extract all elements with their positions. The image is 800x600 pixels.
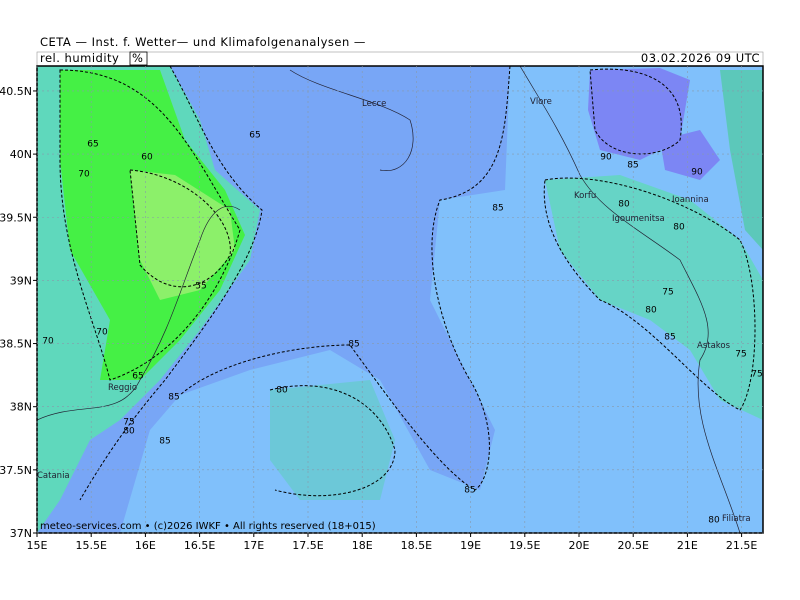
contour-label: 55 [195, 282, 206, 292]
place-name: Catania [37, 471, 70, 481]
contour-label: 85 [168, 393, 179, 403]
axes: 15E 15.5E 16E 16.5E 17E 17.5E 18E 18.5E 19E 19.5E… [0, 66, 763, 552]
place-name: Astakos [697, 341, 731, 351]
isoline [129, 169, 231, 288]
contour-label: 85 [348, 340, 359, 350]
isoline [179, 66, 511, 491]
place-name: Ioannina [672, 195, 709, 205]
x-tick-label: 19E [460, 539, 481, 552]
field-teal-greece [545, 175, 763, 420]
contour-label: 60 [141, 153, 153, 163]
place-name: Korfu [574, 191, 596, 201]
x-tick-label: 20E [569, 539, 590, 552]
x-tick-label: 18E [352, 539, 373, 552]
title: CETA — Inst. f. Wetter— und Klimafolgena… [40, 35, 366, 49]
x-tick-label: 20.5E [617, 539, 648, 552]
x-tick-label: 16E [135, 539, 156, 552]
contour-label: 70 [78, 170, 90, 180]
contour-label: 85 [492, 204, 503, 214]
contour-label: 85 [627, 161, 638, 171]
contour-label: 85 [664, 333, 675, 343]
field-teal-south [270, 380, 395, 500]
x-tick-label: 21.5E [726, 539, 757, 552]
place-name: Igoumenitsa [612, 214, 665, 224]
contour-label: 75 [123, 418, 134, 428]
place-name: Filiatra [722, 514, 751, 524]
y-tick-label: 38N [10, 401, 32, 414]
y-tick-label: 39N [10, 274, 32, 287]
contour-label: 65 [132, 372, 143, 382]
contour-label: 80 [645, 306, 657, 316]
y-tick-label: 39.5N [0, 211, 32, 224]
place-name: Lecce [362, 99, 386, 109]
field-purple-2 [660, 130, 720, 180]
contour-label: 65 [249, 131, 260, 141]
isoline [543, 177, 756, 411]
field-teal-ne [720, 70, 763, 250]
x-tick-label: 17.5E [292, 539, 323, 552]
unit: % [132, 51, 143, 65]
contour-label: 85 [159, 437, 170, 447]
footer: meteo-services.com • (c)2026 IWKF • All … [40, 521, 376, 532]
y-tick-label: 37.5N [0, 464, 32, 477]
y-tick-label: 40.5N [0, 85, 32, 98]
place-name: Reggio [108, 383, 137, 393]
x-tick-label: 15.5E [75, 539, 106, 552]
contour-label: 75 [662, 288, 673, 298]
map-frame [36, 65, 764, 534]
x-tick-label: 15E [27, 539, 48, 552]
contour-label: 65 [87, 140, 98, 150]
map-labels: 6560706555707065758085858085858590859080… [37, 97, 763, 526]
isoline [59, 69, 241, 381]
x-tick-label: 17E [243, 539, 264, 552]
x-tick-label: 18.5E [401, 539, 432, 552]
place-name: Vlore [530, 97, 552, 107]
contour-label: 70 [42, 337, 54, 347]
unit-box [129, 51, 148, 66]
y-tick-label: 40N [10, 148, 32, 161]
x-tick-label: 19.5E [509, 539, 540, 552]
isoline [269, 385, 396, 497]
contour-label: 80 [123, 427, 135, 437]
isoline [589, 68, 682, 155]
y-tick-label: 38.5N [0, 338, 32, 351]
contour-label: 90 [691, 168, 703, 178]
contour-label: 80 [618, 200, 630, 210]
contour-label: 90 [600, 153, 612, 163]
contour-label: 75 [751, 370, 762, 380]
y-tick-label: 37N [10, 527, 32, 540]
map-area [37, 66, 763, 533]
contour-label: 80 [276, 386, 288, 396]
parameter: rel. humidity [40, 51, 119, 65]
date: 03.02.2026 09 UTC [641, 51, 760, 65]
contour-label: 70 [96, 328, 108, 338]
contour-label: 85 [464, 486, 475, 496]
coastline [37, 66, 741, 533]
x-tick-label: 16.5E [184, 539, 215, 552]
contour-label: 80 [708, 516, 720, 526]
isoline [79, 66, 263, 501]
field-lightgreen [130, 170, 235, 300]
contour-label: 75 [735, 350, 746, 360]
contour-label: 80 [673, 223, 685, 233]
x-tick-label: 21E [677, 539, 698, 552]
